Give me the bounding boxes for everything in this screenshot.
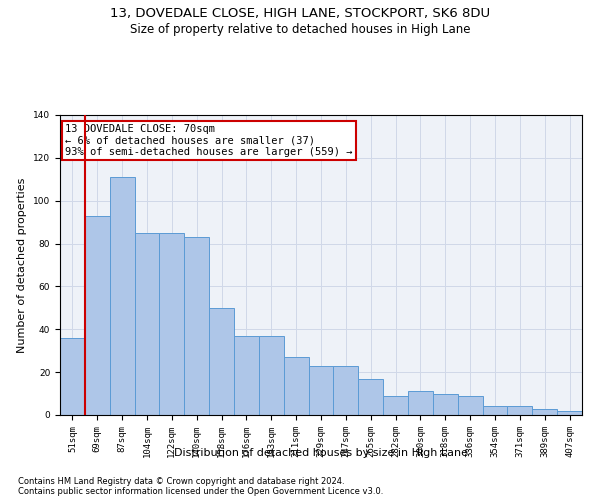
Text: Distribution of detached houses by size in High Lane: Distribution of detached houses by size … [174, 448, 468, 458]
Bar [184, 237, 209, 415]
Y-axis label: Number of detached properties: Number of detached properties [17, 178, 28, 352]
Bar [110, 177, 134, 415]
Text: 13 DOVEDALE CLOSE: 70sqm
← 6% of detached houses are smaller (37)
93% of semi-de: 13 DOVEDALE CLOSE: 70sqm ← 6% of detache… [65, 124, 353, 157]
Bar [532, 408, 557, 415]
Bar [408, 392, 433, 415]
Bar [85, 216, 110, 415]
Text: 13, DOVEDALE CLOSE, HIGH LANE, STOCKPORT, SK6 8DU: 13, DOVEDALE CLOSE, HIGH LANE, STOCKPORT… [110, 8, 490, 20]
Text: Size of property relative to detached houses in High Lane: Size of property relative to detached ho… [130, 22, 470, 36]
Bar [209, 308, 234, 415]
Bar [234, 336, 259, 415]
Bar [508, 406, 532, 415]
Text: Contains HM Land Registry data © Crown copyright and database right 2024.: Contains HM Land Registry data © Crown c… [18, 478, 344, 486]
Text: Contains public sector information licensed under the Open Government Licence v3: Contains public sector information licen… [18, 488, 383, 496]
Bar [482, 406, 508, 415]
Bar [358, 378, 383, 415]
Bar [160, 233, 184, 415]
Bar [383, 396, 408, 415]
Bar [259, 336, 284, 415]
Bar [134, 233, 160, 415]
Bar [334, 366, 358, 415]
Bar [433, 394, 458, 415]
Bar [284, 357, 308, 415]
Bar [557, 410, 582, 415]
Bar [308, 366, 334, 415]
Bar [458, 396, 482, 415]
Bar [60, 338, 85, 415]
